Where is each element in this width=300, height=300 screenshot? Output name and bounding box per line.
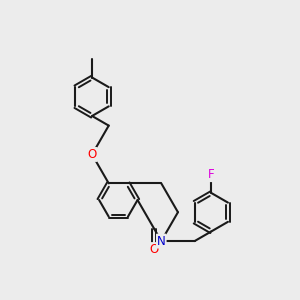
Text: O: O <box>150 243 159 256</box>
Text: O: O <box>87 148 97 161</box>
Text: F: F <box>208 168 214 181</box>
Text: N: N <box>157 235 166 248</box>
